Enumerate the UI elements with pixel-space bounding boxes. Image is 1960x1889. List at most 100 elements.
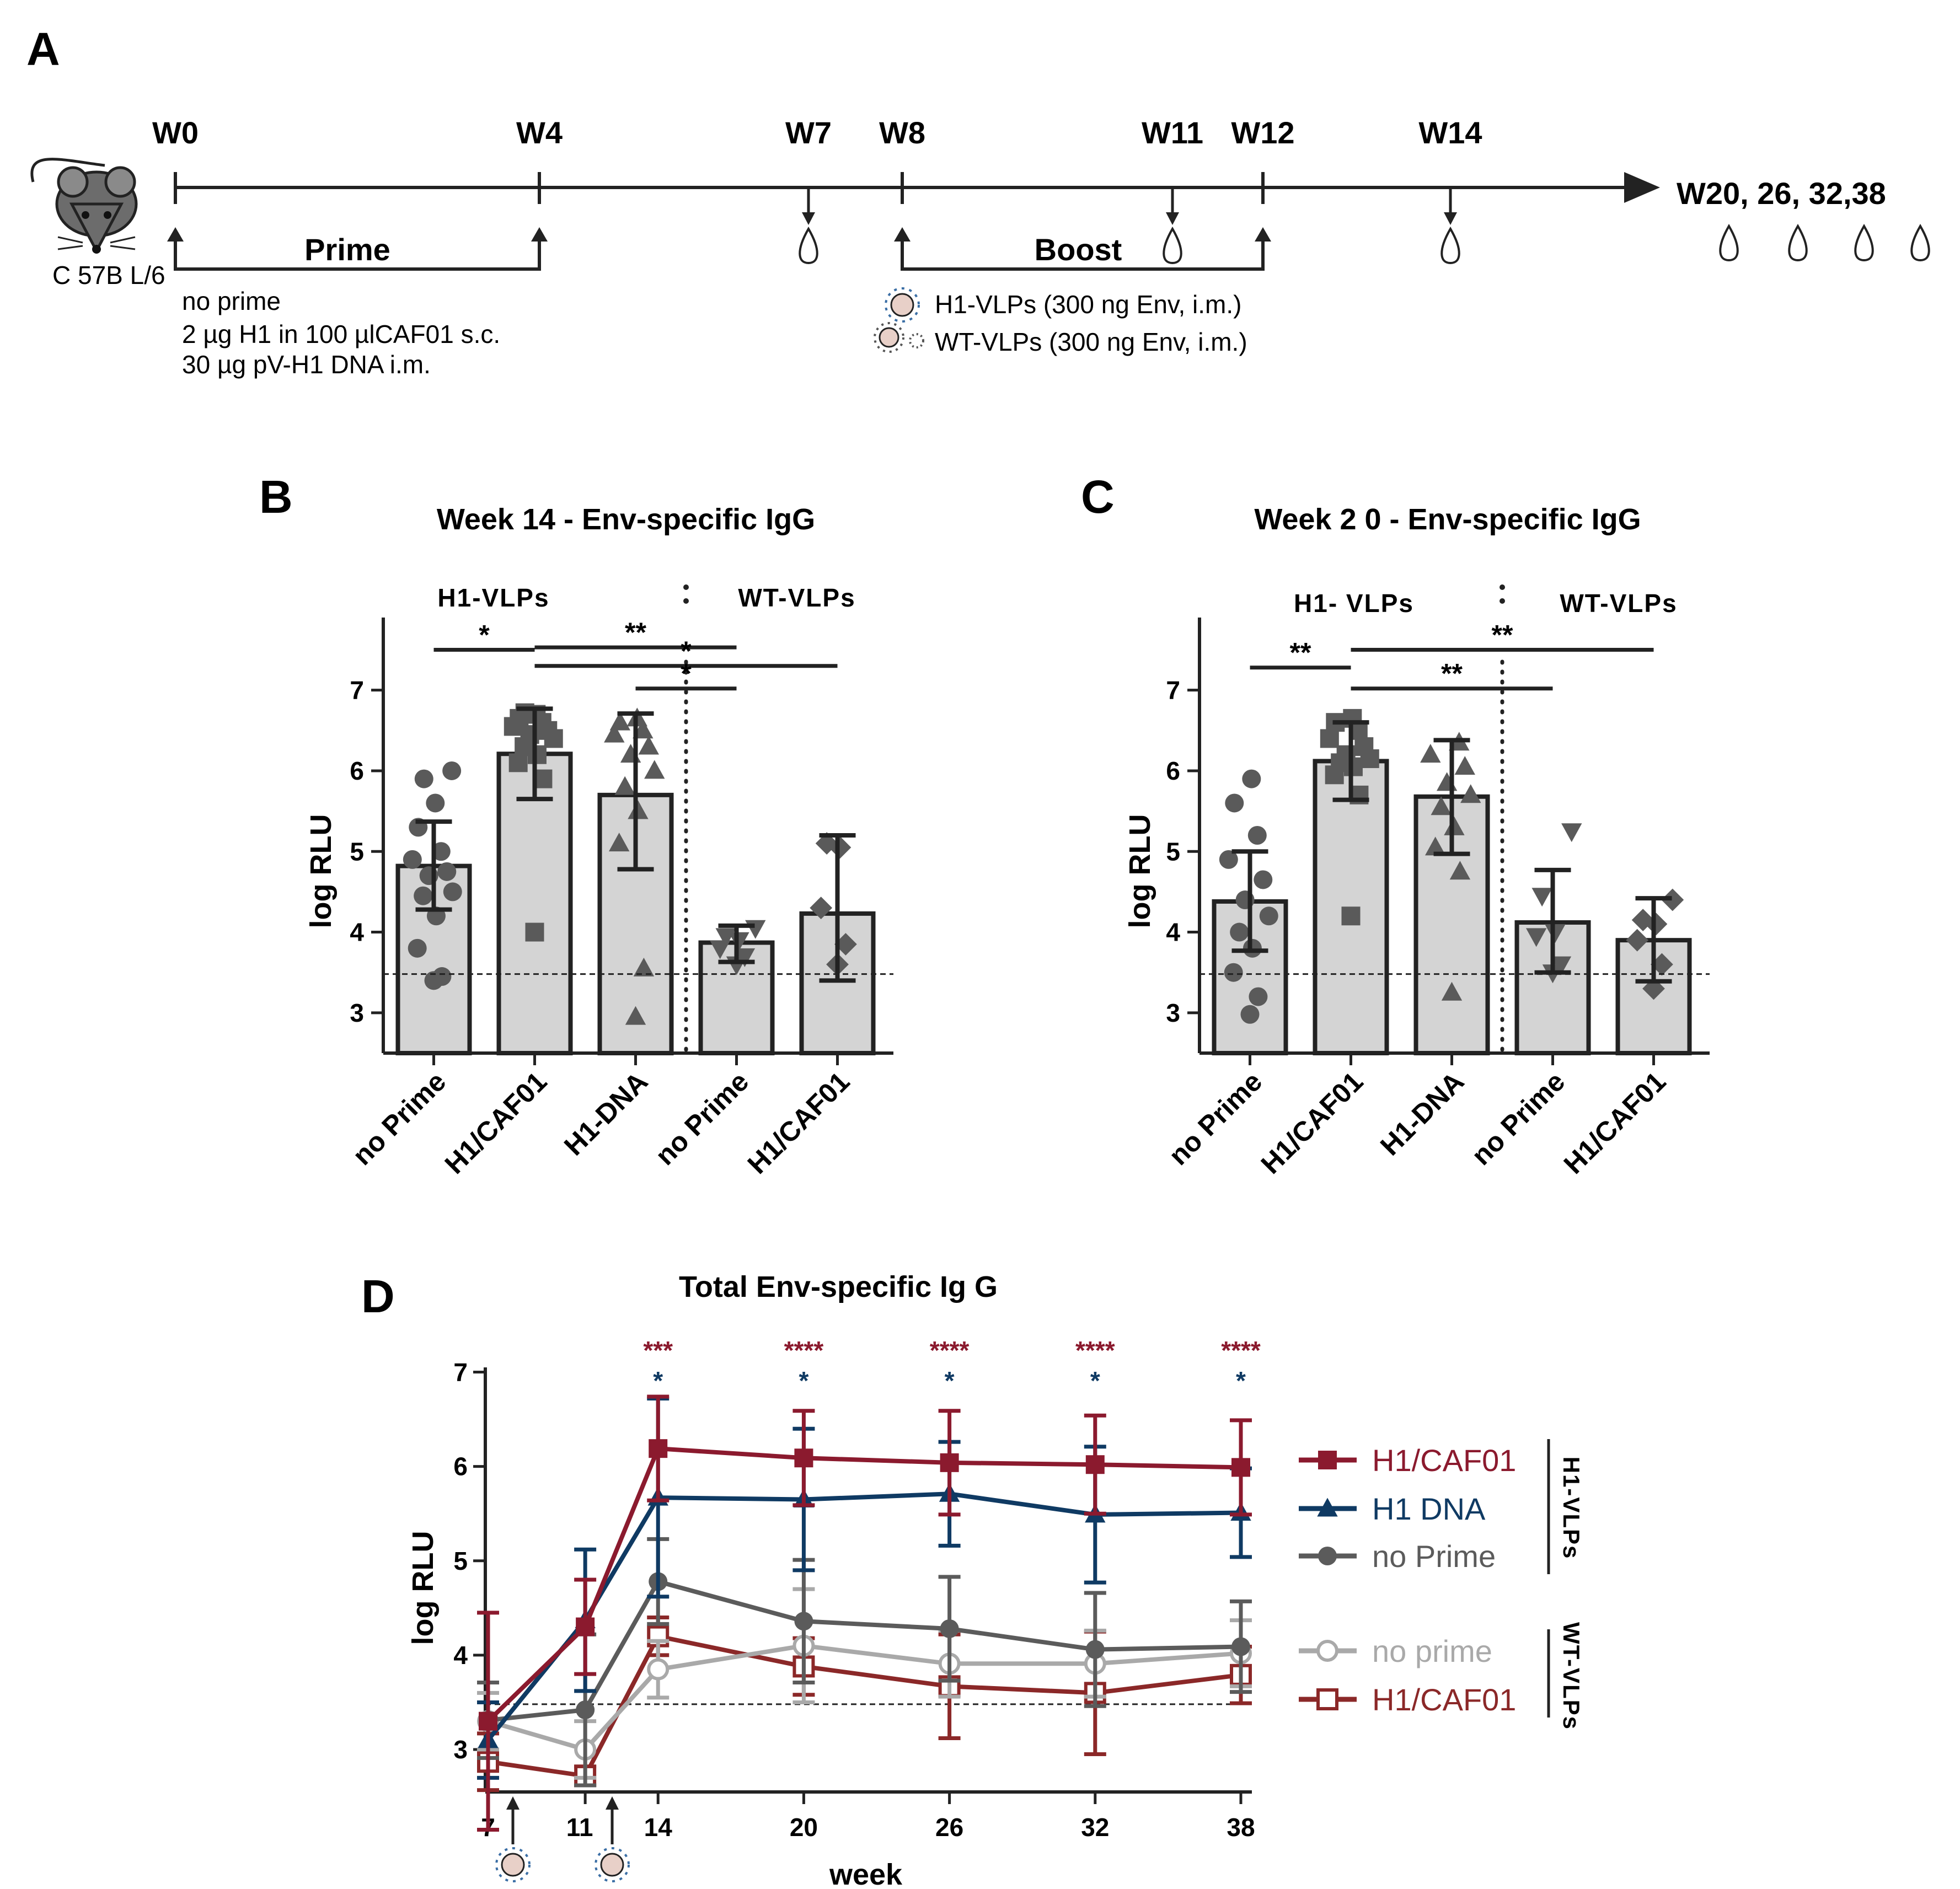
data-point bbox=[734, 948, 756, 967]
prime-label: Prime bbox=[304, 232, 390, 267]
x-tick-label: 26 bbox=[935, 1813, 963, 1842]
panel-b-label: B bbox=[259, 471, 293, 523]
blood-drop-icon bbox=[1910, 224, 1930, 262]
data-point bbox=[1642, 977, 1665, 1000]
x-tick-label: 14 bbox=[644, 1813, 673, 1842]
data-point bbox=[1531, 888, 1552, 907]
data-point bbox=[431, 842, 451, 861]
panel-d-plot: 345677111420263238**********************… bbox=[453, 1336, 1261, 1882]
legend-group-h1: H1-VLPs bbox=[1559, 1457, 1584, 1560]
legend-marker bbox=[1316, 1688, 1338, 1710]
data-point bbox=[1354, 737, 1374, 756]
panel-c-title: Week 2 0 - Env-specific IgG bbox=[1254, 503, 1641, 536]
later-weeks-label: W20, 26, 32,38 bbox=[1677, 176, 1886, 211]
significance-caf01: **** bbox=[784, 1336, 824, 1365]
data-point bbox=[515, 703, 534, 722]
data-point bbox=[437, 862, 457, 881]
x-tick-label: 32 bbox=[1081, 1813, 1109, 1842]
data-point bbox=[608, 833, 630, 852]
data-point bbox=[1230, 922, 1249, 942]
y-tick-label: 7 bbox=[1166, 676, 1180, 705]
data-point bbox=[1436, 772, 1458, 791]
significance-label: * bbox=[681, 636, 692, 667]
legend-marker bbox=[1316, 1640, 1338, 1662]
series-point bbox=[1231, 1637, 1250, 1656]
legend-marker bbox=[1317, 1498, 1338, 1517]
y-tick-label: 6 bbox=[453, 1452, 468, 1481]
y-tick-label: 3 bbox=[1166, 999, 1180, 1027]
mouse-strain-label: C 57B L/6 bbox=[52, 261, 165, 289]
data-point bbox=[828, 836, 852, 859]
series-point bbox=[794, 1448, 813, 1468]
significance-label: * bbox=[479, 620, 490, 651]
data-point bbox=[432, 967, 452, 986]
data-point bbox=[408, 938, 427, 958]
boost-bracket bbox=[901, 237, 1265, 271]
data-point bbox=[442, 761, 462, 780]
data-point bbox=[1254, 870, 1273, 889]
blood-drop-icon bbox=[799, 227, 818, 265]
data-point bbox=[1240, 1005, 1260, 1024]
data-point bbox=[1431, 796, 1452, 815]
legend-label: H1/CAF01 bbox=[1372, 1443, 1516, 1478]
data-point bbox=[1631, 909, 1654, 932]
significance-caf01: **** bbox=[1075, 1336, 1115, 1365]
data-point bbox=[1249, 987, 1268, 1006]
vlp-icon bbox=[600, 1853, 624, 1877]
panel-b-group-wt: WT-VLPs bbox=[738, 583, 855, 612]
y-tick-label: 4 bbox=[350, 918, 364, 947]
data-point bbox=[1545, 924, 1566, 943]
category-label: H1/CAF01 bbox=[742, 1066, 856, 1180]
data-point bbox=[1341, 906, 1361, 926]
week-label: W14 bbox=[1418, 115, 1482, 150]
legend-marker bbox=[1318, 1547, 1337, 1565]
significance-label: * bbox=[681, 658, 692, 689]
data-point bbox=[625, 1006, 646, 1025]
panel-a-timeline: A C 57B L/6 W0 W4 W7 W8 W11 W12 W14 W20, 26, 3… bbox=[26, 23, 1930, 379]
series-point bbox=[794, 1612, 813, 1631]
week-label: W12 bbox=[1231, 115, 1294, 150]
data-point bbox=[508, 753, 528, 772]
y-tick-label: 6 bbox=[1166, 756, 1180, 785]
series-line bbox=[487, 1643, 1241, 1752]
category-label: H1/CAF01 bbox=[1558, 1066, 1672, 1180]
prime-line-2: 2 µg H1 in 100 µlCAF01 s.c. bbox=[182, 320, 500, 348]
panel-c-ylabel: log RLU bbox=[1123, 814, 1156, 929]
data-point bbox=[644, 760, 665, 779]
panel-b-title: Week 14 - Env-specific IgG bbox=[437, 503, 815, 536]
series-point bbox=[647, 1658, 670, 1681]
y-tick-label: 3 bbox=[453, 1735, 468, 1764]
significance-label: ** bbox=[1290, 637, 1311, 668]
week-label: W0 bbox=[152, 115, 199, 150]
significance-label: ** bbox=[1492, 620, 1513, 651]
data-point bbox=[745, 920, 766, 939]
panel-a-label: A bbox=[26, 23, 60, 75]
y-tick-label: 7 bbox=[350, 676, 364, 705]
data-point bbox=[715, 928, 736, 947]
data-point bbox=[815, 832, 838, 855]
panel-d-label: D bbox=[361, 1270, 395, 1322]
category-label: no Prime bbox=[1465, 1066, 1571, 1171]
data-point bbox=[1550, 956, 1572, 975]
data-point bbox=[1460, 784, 1481, 803]
data-point bbox=[1454, 756, 1475, 775]
panel-c-chart: C Week 2 0 - Env-specific IgG H1- VLPs W… bbox=[1081, 471, 1710, 1180]
group-colon-dot bbox=[683, 584, 689, 590]
legend-label: no Prime bbox=[1372, 1539, 1496, 1574]
significance-caf01: **** bbox=[1221, 1336, 1261, 1365]
data-point bbox=[403, 850, 422, 869]
panel-c-label: C bbox=[1081, 471, 1115, 523]
data-point bbox=[1449, 861, 1471, 880]
category-label: H1-DNA bbox=[1374, 1066, 1470, 1161]
bleed-arrow-head bbox=[802, 212, 815, 225]
vlp-icon bbox=[501, 1853, 525, 1877]
significance-dna: * bbox=[799, 1366, 808, 1395]
data-point bbox=[1645, 913, 1668, 936]
bleed-arrow-head bbox=[1444, 212, 1457, 225]
series-point bbox=[576, 1617, 595, 1636]
x-tick-label: 11 bbox=[566, 1813, 593, 1842]
timeline: W0 W4 W7 W8 W11 W12 W14 bbox=[152, 115, 1930, 271]
series-point bbox=[940, 1619, 959, 1638]
panel-b-chart: B Week 14 - Env-specific IgG H1-VLPs WT-… bbox=[259, 471, 893, 1180]
